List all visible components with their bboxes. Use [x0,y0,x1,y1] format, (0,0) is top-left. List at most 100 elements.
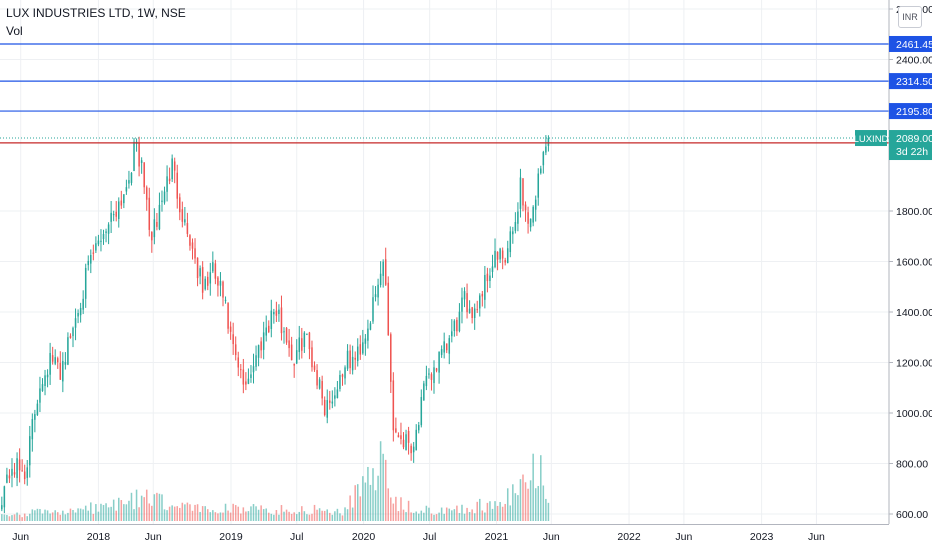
candle-body [420,397,423,426]
volume-bar [64,514,67,521]
volume-bar [384,459,387,521]
candle-body [321,381,323,399]
price-tick-label: 800.00 [896,459,928,471]
time-tick-label: 2020 [352,531,376,543]
candle-body [481,293,484,297]
volume-bar [194,504,196,521]
volume-bar [468,511,471,521]
volume-bar [339,513,341,521]
volume-bar [494,501,496,521]
candle-body [79,307,82,316]
volume-bar [392,503,395,521]
volume-bar [59,514,62,521]
volume-bar [405,512,407,521]
candle-body [191,242,194,249]
candle-body [64,362,67,365]
volume-bar [323,510,326,521]
volume-bar [143,497,145,521]
candle-body [92,252,95,254]
candle-body [451,331,453,337]
candle-body [67,337,69,365]
volume-bar [267,512,270,521]
candle-body [308,332,311,350]
candle-body [158,204,161,230]
volume-bar [196,504,199,521]
volume-bar [224,503,227,521]
candle-body [36,403,39,416]
candle-body [90,255,92,264]
volume-bar [13,514,16,521]
candle-body [489,275,491,282]
candle-body [118,201,120,219]
candle-body [445,343,448,351]
candle-body [140,160,143,163]
time-tick-label: 2023 [750,531,774,543]
volume-bar [298,511,301,521]
horizontal-levels[interactable] [0,43,889,144]
candle-body [217,277,219,286]
candle-body [494,250,496,268]
volume-bar [387,488,390,521]
candle-body [331,401,334,404]
volume-bar [529,480,532,521]
candle-body [123,194,125,204]
time-tick-label: Jun [808,531,825,543]
volume-bar [133,509,135,521]
volume-bar [242,507,245,521]
volume-bar [92,513,95,521]
time-tick-label: 2018 [87,531,111,543]
candle-body [13,472,16,475]
volume-bar [295,514,298,521]
candle-body [377,284,379,298]
bar-countdown: 3d 22h [896,146,928,158]
candle-body [250,374,252,378]
symbol-tag[interactable] [855,130,887,147]
volume-bar [163,509,166,521]
volume-bar [31,509,34,521]
price-axis[interactable]: 2600.002400.001800.001600.001400.001200.… [854,0,932,550]
volume-bar [509,505,512,521]
time-tick-label: Jun [543,531,560,543]
volume-bar [481,510,484,521]
volume-bar [407,500,410,521]
volume-bar [97,511,100,521]
volume-bar [524,482,527,521]
volume-bar [283,511,285,521]
volume-bar [260,505,262,521]
level-price-tag [889,73,932,90]
candle-body [229,326,232,332]
candle-body [46,374,49,378]
candle-body [87,260,90,266]
candle-body [288,340,290,349]
candle-body [163,191,166,203]
volume-bar [140,495,143,521]
volume-bar [87,510,90,521]
volume-bar [303,511,306,521]
volume-bar [412,512,415,521]
candle-body [359,344,362,355]
volume-bar [74,512,77,521]
volume-bar [173,506,176,521]
candle-body [547,138,550,146]
candle-body [334,395,336,399]
volume-bar [443,513,445,521]
candle-body [29,436,31,466]
volume-bar [148,503,151,521]
volume-bar [451,510,453,521]
time-axis[interactable]: Jun 2018 Jun 2019 Jul 2020 Jul 2021 Jun 2022 Jun 20… [0,524,889,544]
volume-bar [204,506,206,521]
candle-body [252,366,255,373]
volume-bar [234,505,237,521]
volume-bar [397,511,400,521]
candle-body [532,206,534,223]
volume-bar [206,509,209,521]
currency-badge[interactable]: INR [898,6,922,28]
volume-bar [417,513,420,521]
candle-body [390,334,392,382]
candle-body [545,146,547,153]
level-price-label: 2461.45 [896,39,932,51]
volume-bar [112,499,115,521]
volume-bar [184,504,186,521]
